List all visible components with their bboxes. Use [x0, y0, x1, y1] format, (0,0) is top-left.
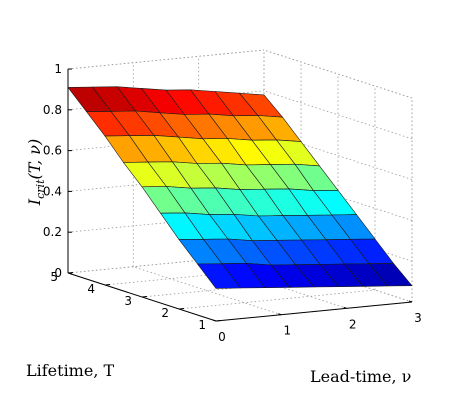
x-tick-mark [212, 319, 217, 322]
x-axis-label: Lead-time, ν [310, 367, 411, 386]
y-tick-mark [178, 308, 185, 310]
x-tick-label: 2 [349, 317, 357, 331]
y-tick-label: 4 [87, 282, 95, 296]
back-wall-gridline [67, 49, 265, 70]
z-axis-label: Icrit(T, ν) [25, 139, 47, 206]
y-tick-label: 3 [124, 294, 132, 308]
z-label-args: (T, ν) [25, 139, 44, 180]
x-tick-label: 1 [283, 324, 291, 338]
y-tick-label: 1 [198, 318, 206, 332]
x-tick-mark [408, 300, 413, 303]
surface-patches [67, 86, 413, 289]
floor-gridline [178, 289, 376, 310]
y-tick-mark [104, 284, 111, 286]
z-tick-label: 0.4 [43, 184, 62, 198]
x-tick-mark [343, 306, 347, 309]
y-tick-label: 5 [50, 270, 58, 284]
z-label-base: I [25, 198, 44, 206]
x-tick-mark [278, 313, 282, 316]
z-tick-label: 0.2 [43, 225, 62, 239]
axes-box [67, 68, 413, 322]
surface-patch [368, 263, 413, 287]
y-tick-mark [215, 320, 222, 322]
top-edge [67, 49, 265, 70]
x-tick-label: 0 [218, 330, 226, 344]
x-tick-label: 3 [414, 311, 422, 325]
z-tick-label: 0 [54, 266, 62, 280]
z-tick-label: 0.6 [43, 144, 62, 158]
y-tick-label: 2 [161, 306, 169, 320]
x-axis-line [215, 301, 413, 322]
y-tick-mark [67, 272, 74, 274]
y-tick-mark [141, 296, 148, 298]
z-tick-label: 1 [54, 62, 62, 76]
z-tick-label: 0.8 [43, 103, 62, 117]
y-axis-label: Lifetime, T [26, 361, 114, 380]
top-edge [263, 49, 413, 99]
z-label-subscript: crit [34, 179, 47, 199]
